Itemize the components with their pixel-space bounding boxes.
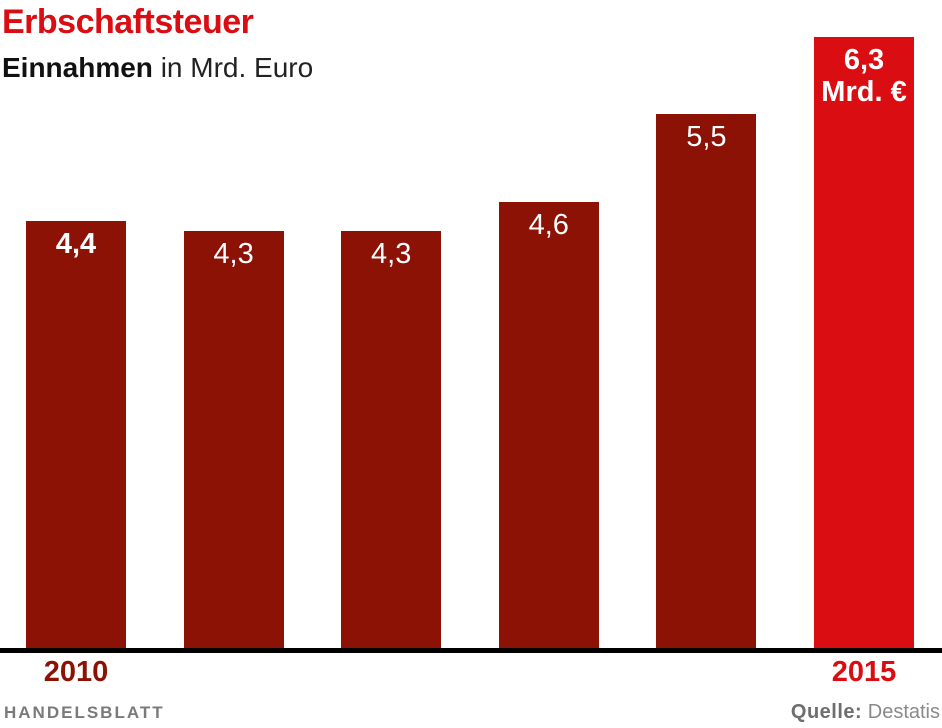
x-axis-line: [0, 648, 942, 653]
x-tick-label-2010: 2010: [43, 656, 109, 688]
bar-value-label-2012: 4,3: [371, 238, 412, 270]
bar-value-label-2010: 4,4: [55, 228, 97, 260]
page-title: Erbschaftsteuer: [2, 3, 254, 41]
bar-2014: 5,5: [656, 114, 757, 648]
bar-2010: 4,4: [26, 221, 126, 648]
bar-2012: 4,3: [341, 231, 442, 648]
bar-2011: 4,3: [183, 231, 284, 648]
subtitle-emphasis: Einnahmen: [2, 52, 153, 83]
bar-2013: 4,6: [498, 202, 599, 648]
subtitle-unit-text: in Mrd. Euro: [152, 52, 314, 83]
source-value: Destatis: [867, 701, 940, 723]
source-label: Quelle:: [790, 701, 863, 723]
bar-2015: 6,3 Mrd. €: [814, 37, 914, 648]
brand-logo-text: HANDELSBLATT: [4, 703, 165, 722]
chart-subtitle: Einnahmen in Mrd. Euro: [2, 52, 313, 84]
bar-value-label-2014: 5,5: [686, 121, 727, 153]
source-credit: Quelle: Destatis: [791, 701, 940, 724]
x-tick-label-2015: 2015: [831, 656, 897, 688]
bar-value-label-2013: 4,6: [528, 209, 569, 241]
bar-value-label-2015: 6,3 Mrd. €: [821, 44, 907, 108]
bar-value-label-2011: 4,3: [213, 238, 254, 270]
